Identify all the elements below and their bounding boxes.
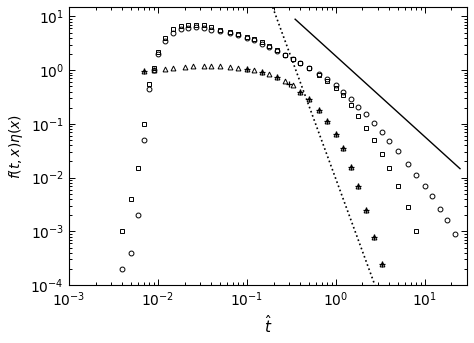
Y-axis label: $f(t,x)\eta(x)$: $f(t,x)\eta(x)$	[7, 114, 25, 179]
X-axis label: $\hat{t}$: $\hat{t}$	[264, 314, 272, 336]
